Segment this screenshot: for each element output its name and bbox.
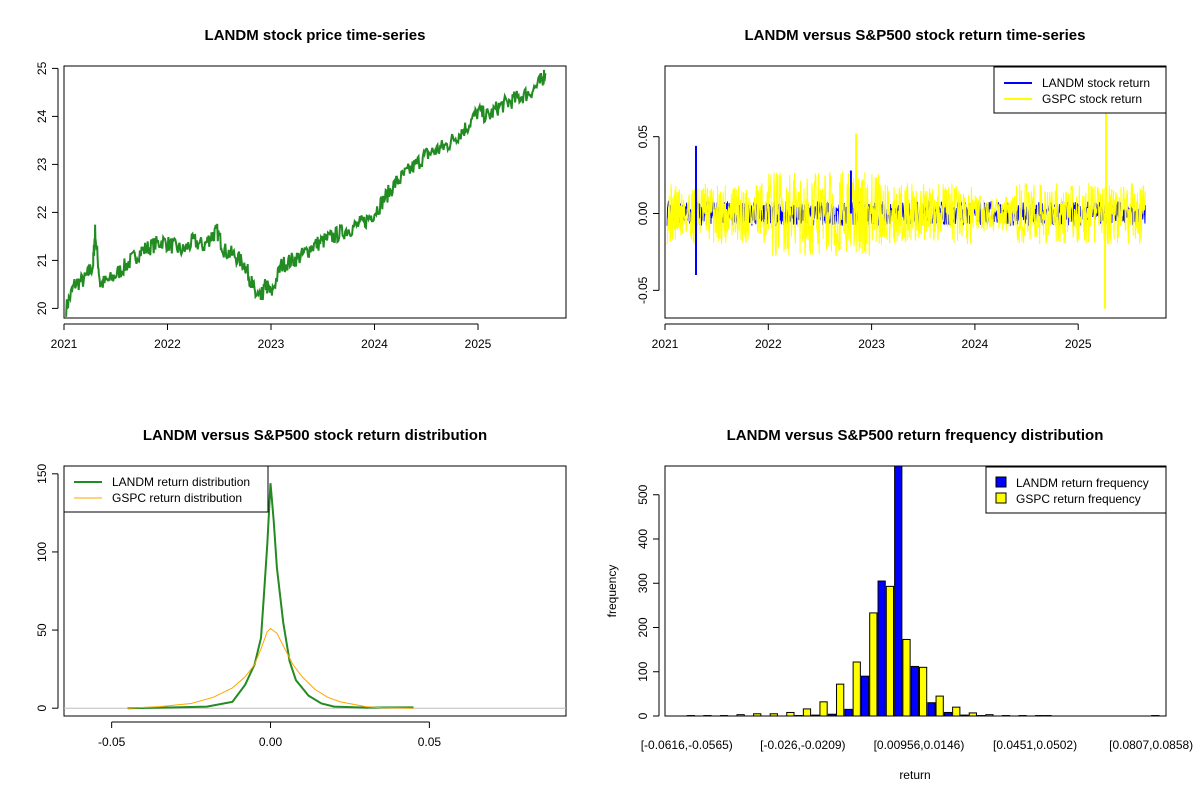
y-axis-label: frequency <box>605 565 619 618</box>
landm-frequency-bar <box>877 580 886 717</box>
x-tick-label: 2021 <box>652 337 679 351</box>
x-tick-label: 2025 <box>465 337 492 351</box>
landm-frequency-bar <box>827 713 837 717</box>
y-tick-label: 200 <box>636 617 650 637</box>
x-tick-label: [-0.0616,-0.0565) <box>641 738 733 752</box>
plot-frame <box>63 465 567 717</box>
gspc-frequency-bar <box>836 683 845 717</box>
landm-frequency-bar <box>943 711 953 717</box>
gspc-frequency-bar <box>819 701 828 717</box>
legend-box <box>993 66 1167 114</box>
gspc-frequency-bar <box>918 666 928 717</box>
chart-title: LANDM versus S&P500 stock return distrib… <box>143 427 487 444</box>
landm-frequency-bar <box>894 465 903 717</box>
landm-density-line <box>127 483 414 710</box>
y-tick-label: 24 <box>35 109 49 123</box>
plot-frame <box>63 65 567 319</box>
x-tick-label: [0.00956,0.0146) <box>874 738 965 752</box>
y-tick-label: 100 <box>636 661 650 681</box>
y-tick-label: 0 <box>35 705 49 712</box>
legend-box <box>985 466 1167 514</box>
x-tick-label: 2022 <box>755 337 782 351</box>
gspc-frequency-bar <box>885 585 895 717</box>
y-tick-label: 300 <box>636 573 650 593</box>
gspc-frequency-bar <box>769 713 778 717</box>
gspc-frequency-bar <box>985 714 994 717</box>
gspc-density-line <box>127 627 414 709</box>
x-tick-label: 2025 <box>1065 337 1092 351</box>
chart-title: LANDM versus S&P500 stock return time-se… <box>745 27 1086 44</box>
legend-box <box>63 465 269 513</box>
landm-frequency-bar <box>860 675 870 717</box>
gspc-frequency-bar <box>869 612 878 717</box>
x-tick-label: 2023 <box>858 337 885 351</box>
legend-label: GSPC return distribution <box>112 491 242 505</box>
legend-key <box>995 476 1007 488</box>
y-tick-label: 500 <box>636 484 650 504</box>
y-tick-label: 50 <box>35 623 49 637</box>
y-tick-label: 100 <box>35 542 49 562</box>
x-tick-label: 2021 <box>51 337 78 351</box>
gspc-frequency-bar <box>952 706 961 717</box>
x-tick-label: 2022 <box>154 337 181 351</box>
y-tick-label: 22 <box>35 205 49 219</box>
y-tick-label: 400 <box>636 529 650 549</box>
y-tick-label: 23 <box>35 157 49 171</box>
y-tick-label: 0.05 <box>636 125 650 149</box>
y-tick-label: 25 <box>35 61 49 75</box>
x-tick-label: 2023 <box>258 337 285 351</box>
gspc-frequency-bar <box>736 714 745 717</box>
x-tick-label: 2024 <box>361 337 388 351</box>
gspc-frequency-bar <box>786 711 795 717</box>
gspc-frequency-bar <box>852 661 861 717</box>
y-tick-label: 150 <box>35 463 49 483</box>
price-series-line <box>65 69 547 317</box>
y-tick-label: 21 <box>35 253 49 267</box>
chart-title: LANDM stock price time-series <box>205 27 426 44</box>
x-tick-label: [0.0451,0.0502) <box>993 738 1077 752</box>
gspc-return-line <box>666 171 1146 257</box>
x-tick-label: 0.00 <box>259 735 283 749</box>
legend-key <box>995 492 1007 504</box>
y-tick-label: 0.00 <box>636 202 650 226</box>
landm-frequency-bar <box>927 702 936 717</box>
legend-label: LANDM stock return <box>1042 76 1150 90</box>
x-tick-label: 0.05 <box>418 735 442 749</box>
x-axis-label: return <box>899 768 930 782</box>
y-tick-label: 0 <box>636 712 650 719</box>
legend-label: LANDM return distribution <box>112 475 250 489</box>
landm-frequency-bar <box>844 708 853 717</box>
x-tick-label: [-0.026,-0.0209) <box>760 738 845 752</box>
legend-label: GSPC return frequency <box>1016 492 1141 506</box>
gspc-frequency-bar <box>968 712 977 717</box>
legend-label: GSPC stock return <box>1042 92 1142 106</box>
plot-frame <box>664 65 1167 319</box>
gspc-frequency-bar <box>753 713 762 717</box>
gspc-frequency-bar <box>802 708 812 717</box>
x-tick-label: [0.0807,0.0858) <box>1109 738 1193 752</box>
landm-frequency-bar <box>811 714 820 717</box>
chart-title: LANDM versus S&P500 return frequency dis… <box>727 427 1104 444</box>
y-tick-label: 20 <box>35 301 49 315</box>
gspc-frequency-bar <box>902 638 911 717</box>
y-tick-label: -0.05 <box>636 276 650 304</box>
x-tick-label: 2024 <box>962 337 989 351</box>
x-tick-label: -0.05 <box>98 735 126 749</box>
legend-label: LANDM return frequency <box>1016 476 1149 490</box>
landm-frequency-bar <box>960 714 969 717</box>
landm-frequency-bar <box>910 665 919 717</box>
gspc-frequency-bar <box>935 695 944 717</box>
